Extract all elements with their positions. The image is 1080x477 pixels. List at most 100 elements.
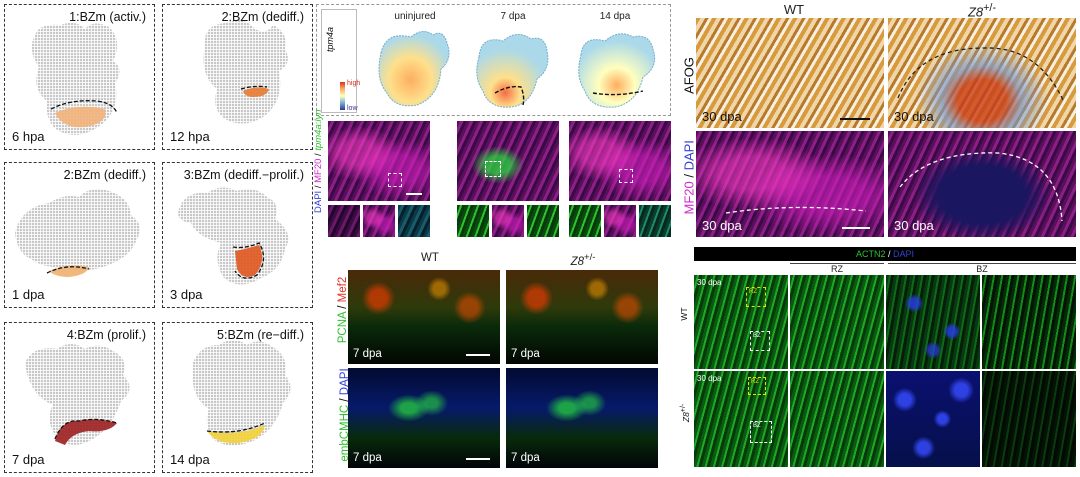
- column-uninjured: uninjured: [394, 11, 436, 22]
- roi-rz-label: RZ: [751, 379, 759, 385]
- cluster-title: 2:BZm (dediff.): [63, 168, 146, 182]
- tile-wt-mf20: 30 dpa: [696, 131, 884, 237]
- row-label-wt: WT: [679, 307, 689, 321]
- tile-wt-embcmhc: 7 dpa: [348, 368, 500, 468]
- column-wt: WT: [783, 2, 805, 17]
- gene-label: tpm4a: [325, 26, 335, 52]
- legend-low: low: [347, 105, 358, 112]
- color-scale: [340, 82, 345, 110]
- cluster-region: [235, 245, 263, 277]
- stain-colon: :: [313, 121, 324, 125]
- tile-wt-bz-actn2: [982, 275, 1076, 369]
- heart-14dpa: [578, 33, 656, 108]
- time-label: 30 dpa: [894, 218, 934, 233]
- scale-bar: [842, 227, 870, 229]
- tile-z8-embcmhc: 7 dpa: [506, 368, 658, 468]
- time-label: 30 dpa: [894, 109, 934, 124]
- pcna-embcmhc-panel: WT Z8+/- PCNA / Mef2 embCMHC / DAPI 7 dp…: [330, 252, 670, 470]
- time-label: 7 dpa: [353, 348, 382, 360]
- label-dapi: DAPI: [681, 140, 697, 171]
- tile-14dpa-zoom2: [604, 205, 636, 237]
- timepoint-label: 6 hpa: [12, 129, 45, 144]
- column-14dpa: 14 dpa: [599, 11, 631, 22]
- spatial-cluster-panel: 2:BZm (dediff.) 1 dpa: [4, 162, 155, 308]
- spatial-heart-map: [192, 340, 291, 446]
- roi-box: [388, 173, 402, 187]
- tile-7dpa-overview: [457, 121, 559, 201]
- injury-border-line: [240, 85, 268, 90]
- roi-bz-label: BZ: [753, 423, 761, 429]
- time-label: 7 dpa: [511, 348, 540, 360]
- timepoint-label: 12 hpa: [170, 129, 210, 144]
- stain-sep2: /: [313, 150, 324, 159]
- genotype-z8: Z8: [967, 4, 984, 20]
- tile-7dpa-zoom2: [492, 205, 524, 237]
- column-7dpa: 7 dpa: [500, 11, 526, 22]
- tile-uninjured-zoom1: [328, 205, 360, 237]
- tile-z8-pcna: 7 dpa: [506, 270, 658, 364]
- heart-uninjured: [378, 31, 450, 107]
- spatial-cluster-panel: 4:BZm (prolif.) 7 dpa: [4, 322, 155, 473]
- tile-14dpa-zoom1: [569, 205, 601, 237]
- roi-box: [485, 161, 501, 177]
- time-label: 30 dpa: [697, 278, 722, 287]
- roi-box: [619, 169, 633, 183]
- label-sep: /: [885, 249, 893, 259]
- tile-wt-rz: [790, 275, 884, 369]
- spatial-cluster-panel: 3:BZm (dediff.−prolif.) 3 dpa: [162, 162, 313, 308]
- subheader-rz: RZ: [790, 263, 884, 274]
- cluster-title: 4:BZm (prolif.): [66, 328, 146, 342]
- heart-spots: [31, 22, 120, 135]
- time-label: 30 dpa: [702, 109, 742, 124]
- afog-mf20-panel: WT Z8+/- AFOG MF20 / DAPI 30 dpa 30 dpa …: [676, 0, 1076, 240]
- tile-uninjured-overview: [328, 121, 430, 201]
- tile-z8-overview: 30 dpa RZ BZ: [694, 371, 788, 467]
- roi-bz-label: BZ: [753, 333, 761, 339]
- cluster-region: [55, 106, 106, 128]
- cluster-title: 2:BZm (dediff.): [221, 10, 304, 24]
- time-label: 30 dpa: [697, 374, 722, 383]
- cluster-title: 3:BZm (dediff.−prolif.): [183, 168, 304, 182]
- timepoint-label: 3 dpa: [170, 287, 203, 302]
- scale-bar: [466, 354, 490, 356]
- tile-14dpa-overview: [569, 121, 671, 201]
- injury-border-line: [50, 100, 118, 114]
- label-sep: /: [681, 170, 697, 182]
- stain-dapi: DAPI: [313, 190, 324, 213]
- row-label-mf20-dapi: MF20 / DAPI: [681, 140, 697, 214]
- timepoint-label: 1 dpa: [12, 287, 45, 302]
- spatial-cluster-panel: 2:BZm (dediff.) 12 hpa: [162, 4, 313, 150]
- genotype-z8: Z8: [570, 255, 584, 268]
- stain-sep1: /: [313, 182, 324, 191]
- scale-bar: [406, 193, 422, 195]
- tile-wt-afog: 30 dpa: [696, 18, 884, 128]
- heart-spots: [203, 20, 288, 124]
- row-label-afog: AFOG: [681, 57, 697, 94]
- roi-rz: RZ: [746, 287, 766, 307]
- tile-wt-overview: 30 dpa RZ BZ: [694, 275, 788, 369]
- cluster-region: [55, 419, 117, 445]
- spatial-heart-map: [15, 189, 140, 277]
- injury-border-line: [206, 422, 266, 433]
- tile-z8-mf20: 30 dpa: [888, 131, 1076, 237]
- scale-bar: [466, 458, 490, 460]
- tile-7dpa-zoom1: [457, 205, 489, 237]
- tile-z8-afog: 30 dpa: [888, 18, 1076, 128]
- spatial-cluster-panel: 1:BZm (activ.) 6 hpa: [4, 4, 155, 150]
- column-wt: WT: [421, 252, 439, 264]
- actn2-panel: ACTN2 / DAPI RZ BZ WT Z8+/- 30 dpa RZ BZ…: [676, 247, 1076, 471]
- stain-label-tpm4a: DAPI / MF20 / tpm4a:lyn: [313, 93, 327, 213]
- tile-z8-bz-merge: [886, 371, 980, 467]
- stain-tpm4a: tpm4a: [313, 124, 324, 151]
- stain-mf20: MF20: [313, 158, 324, 183]
- genotype-z8: Z8: [680, 412, 691, 423]
- stain-lyn: lyn: [313, 109, 324, 122]
- scale-bar: [840, 118, 870, 120]
- tile-14dpa-zoom3: [639, 205, 671, 237]
- heart-7dpa: [476, 34, 549, 108]
- time-label: 30 dpa: [702, 218, 742, 233]
- injury-outline: [897, 47, 1065, 103]
- tile-z8-rz: [790, 371, 884, 467]
- tile-wt-bz-merge: [886, 275, 980, 369]
- subheader-bz: BZ: [888, 263, 1076, 274]
